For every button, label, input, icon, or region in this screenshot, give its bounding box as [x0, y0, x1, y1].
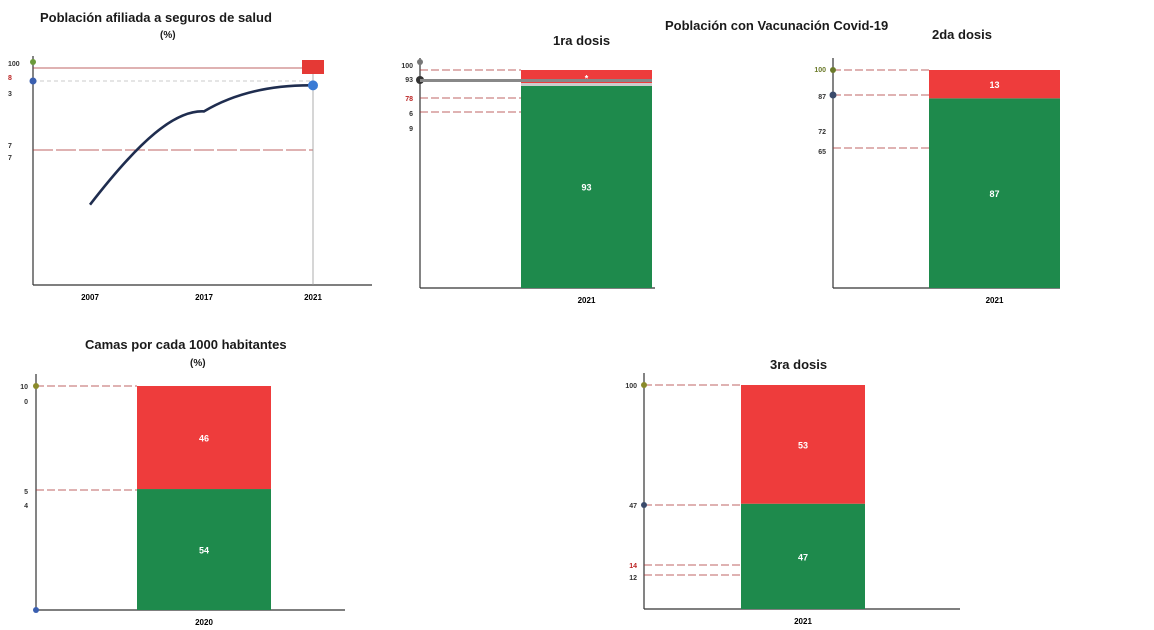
- dosis3-value-label: 47: [798, 552, 808, 562]
- dosis3-y-tick-label: 12: [629, 575, 637, 582]
- camas-value-label: 46: [199, 434, 209, 444]
- dosis2-axis-marker: [830, 67, 836, 73]
- afiliada-y-tick-label: 7: [8, 155, 12, 162]
- afiliada-title: Población afiliada a seguros de salud: [40, 10, 272, 25]
- dosis1-bar-green: [521, 85, 652, 288]
- dosis3-y-tick-label: 14: [629, 563, 637, 570]
- dosis1-y-tick-label: 6: [409, 111, 413, 118]
- dosis2-bar-green: [929, 98, 1060, 288]
- afiliada-y-tick-label: 7: [8, 143, 12, 150]
- dosis2-y-tick-label: 100: [814, 67, 826, 74]
- dosis3-title: 3ra dosis: [770, 357, 828, 372]
- afiliada-y-tick-label: 100: [8, 61, 20, 68]
- dosis2-axis-marker: [829, 91, 837, 99]
- dosis1-x-tick-label: 2021: [578, 296, 596, 305]
- dosis1-y-tick-label: 93: [405, 77, 413, 84]
- dosis3-axis-marker: [641, 382, 647, 388]
- camas-y-tick-label: 0: [24, 399, 28, 406]
- dosis2-x-tick-label: 2021: [986, 296, 1004, 305]
- camas-bar-red: [137, 386, 271, 490]
- camas-y-tick-label: 10: [20, 384, 28, 391]
- camas-x-tick-label: 2020: [195, 618, 213, 627]
- dosis1-value-label: *: [585, 74, 589, 84]
- afiliada-x-tick-label: 2021: [304, 293, 322, 302]
- dosis1-axis-marker: [417, 59, 423, 65]
- dosis1-highlight-line: [420, 79, 652, 82]
- dosis2-title: 2da dosis: [932, 27, 992, 42]
- camas-axis-marker: [33, 607, 39, 613]
- dosis3-bar-red: [741, 385, 865, 504]
- dosis1-y-tick-label: 100: [401, 63, 413, 70]
- camas-y-tick-label: 5: [24, 489, 28, 496]
- dosis1-highlight-line: [521, 83, 652, 86]
- dosis1-y-tick-label: 9: [409, 126, 413, 133]
- dosis3-y-tick-label: 100: [625, 383, 637, 390]
- afiliada-x-tick-label: 2017: [195, 293, 213, 302]
- afiliada-x-tick-label: 2007: [81, 293, 99, 302]
- camas-value-label: 54: [199, 546, 209, 556]
- camas-title: Camas por cada 1000 habitantes: [85, 337, 287, 352]
- camas-bar-green: [137, 489, 271, 610]
- dosis2-y-tick-label: 87: [818, 94, 826, 101]
- afiliada-axis-marker: [29, 77, 37, 85]
- afiliada-end-point: [308, 80, 318, 91]
- afiliada-y-tick-label: 8: [8, 75, 12, 82]
- covid-title: Población con Vacunación Covid-19: [665, 18, 889, 33]
- dosis1-y-tick-label: 78: [405, 96, 413, 103]
- dosis3-value-label: 53: [798, 440, 808, 450]
- dosis2-value-label: 87: [989, 189, 999, 199]
- afiliada-end-flag: [302, 60, 324, 74]
- dosis1-title: 1ra dosis: [553, 33, 611, 48]
- dosis2-y-tick-label: 72: [818, 129, 826, 136]
- afiliada-series-line: [88, 84, 314, 206]
- dosis3-y-tick-label: 47: [629, 503, 637, 510]
- dosis3-bar-green: [741, 503, 865, 609]
- dosis2-bar-red: [929, 70, 1060, 99]
- camas-y-tick-label: 4: [24, 503, 28, 510]
- afiliada-axis-marker: [30, 59, 36, 65]
- dosis2-value-label: 13: [989, 80, 999, 90]
- dosis2-y-tick-label: 65: [818, 149, 826, 156]
- dosis3-x-tick-label: 2021: [794, 617, 812, 626]
- camas-axis-marker: [33, 383, 39, 389]
- afiliada-subtitle: (%): [160, 30, 176, 41]
- camas-subtitle: (%): [190, 358, 206, 369]
- afiliada-y-tick-label: 3: [8, 91, 12, 98]
- dosis1-value-label: 93: [581, 183, 591, 193]
- dosis3-axis-marker: [641, 502, 647, 508]
